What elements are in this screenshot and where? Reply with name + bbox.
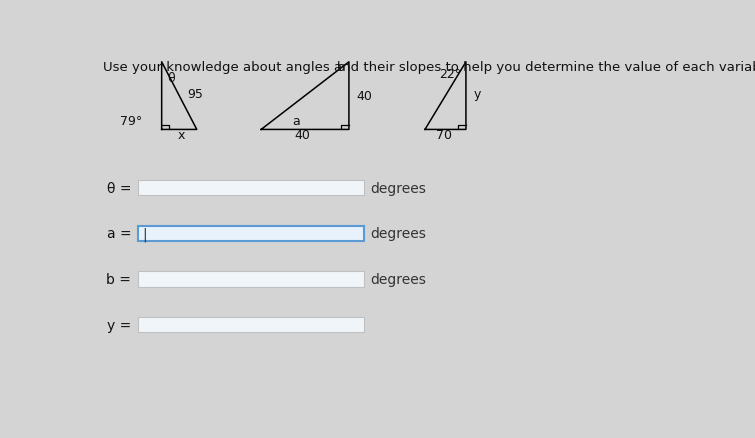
Text: Use your knowledge about angles and their slopes to help you determine the value: Use your knowledge about angles and thei…: [103, 61, 755, 74]
Text: y =: y =: [107, 318, 131, 332]
Text: b: b: [337, 61, 345, 74]
Text: a: a: [292, 115, 300, 128]
Bar: [138, 181, 364, 196]
Text: |: |: [142, 226, 146, 241]
Text: θ: θ: [168, 71, 175, 85]
Bar: [138, 272, 364, 287]
Bar: [138, 317, 364, 332]
Text: 79°: 79°: [120, 115, 143, 128]
Text: 22°: 22°: [439, 68, 461, 81]
Bar: [138, 226, 364, 241]
Text: degrees: degrees: [371, 227, 427, 241]
Text: a =: a =: [106, 227, 131, 241]
Text: y: y: [473, 88, 481, 101]
Text: degrees: degrees: [371, 181, 427, 195]
Text: 95: 95: [186, 88, 202, 101]
Text: 40: 40: [294, 129, 310, 141]
Text: degrees: degrees: [371, 272, 427, 286]
Text: 40: 40: [356, 90, 372, 103]
Text: 70: 70: [436, 129, 452, 141]
Text: x: x: [177, 129, 185, 141]
Text: θ =: θ =: [106, 181, 131, 195]
Text: b =: b =: [106, 272, 131, 286]
